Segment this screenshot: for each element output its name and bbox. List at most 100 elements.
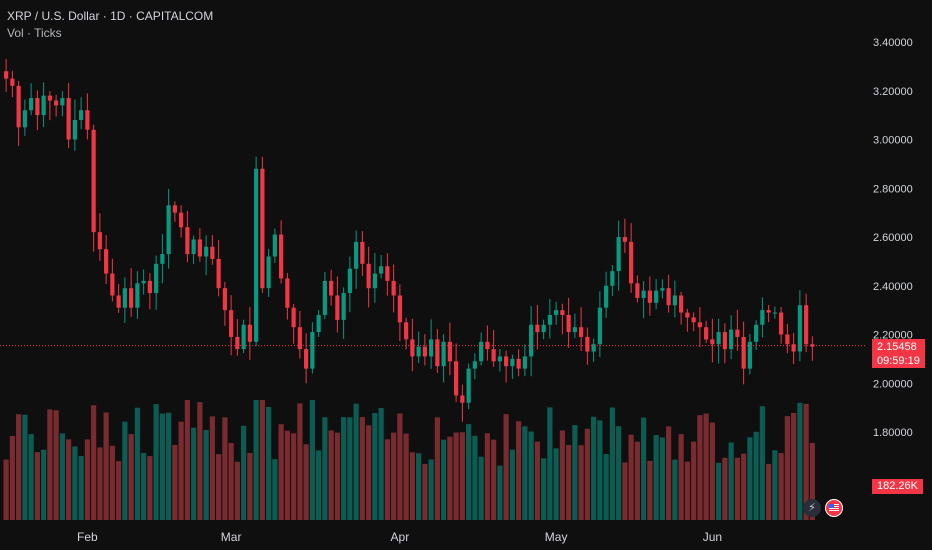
candle-body [66,98,71,140]
candle [291,303,296,344]
price-tick-label: 2.80000 [873,183,913,195]
candle-body [522,356,527,369]
candle [722,323,727,364]
candle-body [629,241,634,284]
candle-body [691,317,696,323]
candle [791,332,796,365]
volume-bar [103,412,109,520]
candle [254,156,259,347]
candle-body [385,266,390,281]
volume-bar [116,461,122,520]
candle [429,319,434,369]
volume-bar [9,436,15,520]
candle [622,218,627,254]
time-tick-label: Jun [703,530,722,544]
volume-bar [209,416,215,520]
time-axis[interactable]: Feb Mar Apr May Jun [77,530,722,544]
candle-body [172,205,177,213]
candle [454,343,459,403]
volume-indicator-label[interactable]: Vol · Ticks [7,26,62,40]
volume-bar [628,434,634,520]
candle [147,273,152,310]
candle-body [129,288,134,308]
candle [810,336,815,361]
candle [704,320,709,344]
candle [216,239,221,297]
volume-bar [659,437,665,520]
us-flag-icon[interactable] [825,499,843,517]
candle-body [497,356,502,362]
volume-bar [391,432,397,520]
volume-bar [334,432,340,520]
candle [141,269,146,295]
candlesticks [4,59,815,422]
candle-body [710,339,715,345]
candle-body [510,358,515,367]
candle-body [760,310,765,325]
candle [779,306,784,344]
candle [516,349,521,377]
candle-body [716,332,721,345]
candle [229,295,234,356]
volume-bar [316,450,322,520]
candle [710,318,715,363]
candle-body [229,310,234,337]
candle-body [279,234,284,279]
flash-icon[interactable]: ⚡ [803,499,821,517]
candle [316,309,321,337]
candle [272,228,277,263]
volume-bar [359,417,365,520]
volume-bar [303,444,309,520]
candle-body [641,290,646,298]
candle [535,304,540,350]
symbol-title[interactable]: XRP / U.S. Dollar · 1D · CAPITALCOM [7,9,214,23]
candle [222,281,227,326]
candle-body [241,324,246,350]
candle-body [379,266,384,274]
candle [729,315,734,360]
volume-bar [484,433,490,520]
candle [260,156,265,293]
volume-bar [634,441,640,520]
price-tick-label: 3.40000 [873,37,913,49]
volume-bar [159,413,165,520]
candle [47,91,52,121]
candle [666,274,671,313]
candle-body [360,241,365,264]
candle-body [791,344,796,352]
candle [197,228,202,262]
candle-body [435,339,440,367]
volume-bar [722,457,728,520]
candle-body [347,268,352,294]
volume-bar [184,400,190,520]
volume-bar [297,403,303,520]
candle-body [635,283,640,298]
candle [166,188,171,269]
volume-bar [578,445,584,520]
volume-bar [41,449,47,520]
volume-bar [641,417,647,520]
candle-body [260,168,265,289]
candle-body [591,344,596,352]
candle-body [54,100,59,106]
candle [697,307,702,348]
candle-body [472,361,477,369]
chart-legend[interactable]: XRP / U.S. Dollar · 1D · CAPITALCOM Vol … [7,8,213,42]
candle-body [541,324,546,333]
candle-body [672,295,677,306]
time-tick-label: Feb [77,530,98,544]
volume-bar [78,455,84,520]
candle-body [604,285,609,308]
candle [604,271,609,318]
candle [404,317,409,350]
price-axis[interactable]: 3.40000 3.20000 3.00000 2.80000 2.60000 2.400… [873,37,913,439]
candle-body [679,295,684,313]
volume-bar [109,445,115,520]
volume-bar [734,457,740,520]
candle [204,235,209,276]
candle [491,330,496,367]
candle [66,82,71,148]
volume-bar [459,432,465,520]
candle [591,338,596,362]
